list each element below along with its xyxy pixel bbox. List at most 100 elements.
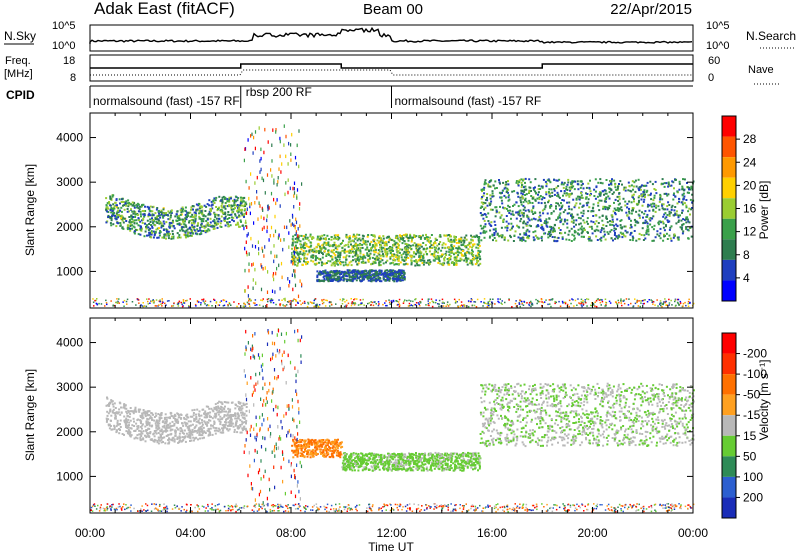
heatmap-cell (329, 244, 332, 247)
date-title: 22/Apr/2015 (610, 1, 692, 18)
freq-trace (90, 63, 693, 69)
heatmap-cell (279, 136, 281, 141)
heatmap-cell (347, 278, 350, 281)
heatmap-cell (514, 302, 517, 305)
heatmap-cell (608, 207, 611, 210)
heatmap-cell (568, 186, 571, 189)
heatmap-cell (581, 305, 583, 308)
heatmap-cell (98, 302, 100, 305)
heatmap-cell (358, 270, 361, 273)
heatmap-cell (621, 304, 623, 307)
heatmap-cell (576, 304, 578, 306)
heatmap-cell (482, 217, 485, 220)
heatmap-cell (652, 303, 654, 305)
heatmap-cell (568, 238, 571, 241)
heatmap-cell (304, 241, 307, 244)
heatmap-cell (353, 298, 355, 301)
heatmap-cell (553, 188, 556, 190)
heatmap-cell (216, 226, 219, 229)
heatmap-cell (452, 261, 455, 264)
heatmap-cell (398, 240, 401, 243)
heatmap-cell (526, 221, 529, 224)
heatmap-cell (181, 429, 184, 432)
heatmap-cell (142, 218, 145, 221)
heatmap-cell (539, 218, 542, 221)
heatmap-cell (177, 420, 180, 423)
heatmap-cell (611, 193, 614, 195)
heatmap-cell (181, 303, 183, 306)
heatmap-cell (407, 251, 410, 254)
heatmap-cell (673, 192, 675, 195)
heatmap-cell (537, 219, 540, 222)
heatmap-cell (655, 204, 658, 207)
heatmap-cell (460, 236, 463, 239)
heatmap-cell (594, 222, 597, 225)
heatmap-cell (348, 236, 351, 239)
heatmap-cell (489, 303, 491, 305)
heatmap-cell (112, 194, 115, 197)
heatmap-cell (484, 202, 487, 205)
heatmap-cell (271, 289, 274, 293)
heatmap-cell (266, 218, 268, 223)
heatmap-cell (600, 229, 603, 232)
heatmap-cell (360, 303, 363, 305)
heatmap-cell (266, 305, 268, 308)
heatmap-cell (421, 262, 424, 264)
heatmap-cell (557, 217, 559, 220)
heatmap-cell (549, 206, 552, 209)
heatmap-cell (254, 201, 256, 205)
heatmap-cell (511, 210, 514, 213)
heatmap-cell (502, 221, 505, 223)
heatmap-cell (450, 248, 453, 251)
heatmap-cell (448, 251, 451, 253)
heatmap-cell (110, 207, 113, 209)
heatmap-cell (267, 207, 269, 212)
heatmap-cell (106, 210, 109, 213)
heatmap-cell (359, 249, 362, 252)
heatmap-cell (632, 237, 635, 239)
heatmap-cell (113, 207, 116, 210)
heatmap-cell (427, 236, 429, 239)
heatmap-cell (494, 187, 496, 190)
heatmap-cell (370, 304, 372, 306)
heatmap-cell (540, 224, 543, 226)
heatmap-cell (198, 301, 200, 303)
heatmap-cell (339, 273, 341, 276)
heatmap-cell (685, 221, 688, 224)
heatmap-cell (385, 255, 388, 258)
heatmap-cell (530, 190, 532, 192)
heatmap-cell (349, 279, 352, 282)
heatmap-cell (550, 227, 553, 230)
heatmap-cell (624, 189, 627, 192)
heatmap-cell (224, 204, 227, 207)
heatmap-cell (508, 198, 511, 201)
heatmap-cell (347, 243, 350, 246)
heatmap-cell (651, 300, 654, 302)
heatmap-cell (599, 301, 602, 304)
heatmap-cell (134, 228, 137, 231)
heatmap-cell (370, 247, 372, 250)
heatmap-cell (641, 204, 644, 207)
heatmap-cell (239, 201, 242, 203)
heatmap-cell (659, 302, 661, 304)
heatmap-cell (107, 207, 110, 210)
heatmap-cell (420, 301, 422, 303)
heatmap-cell (680, 219, 683, 222)
heatmap-cell (122, 227, 125, 230)
heatmap-cell (559, 229, 562, 231)
heatmap-cell (506, 187, 509, 190)
heatmap-cell (180, 211, 183, 214)
heatmap-cell (342, 298, 344, 300)
heatmap-cell (158, 416, 161, 419)
heatmap-cell (575, 223, 577, 226)
heatmap-cell (162, 220, 165, 223)
heatmap-cell (646, 228, 649, 231)
heatmap-cell (532, 236, 535, 239)
heatmap-cell (152, 222, 154, 225)
heatmap-cell (413, 252, 416, 255)
heatmap-cell (634, 224, 637, 227)
heatmap-cell (663, 185, 666, 188)
heatmap-cell (464, 252, 466, 255)
heatmap-cell (392, 258, 395, 261)
heatmap-cell (349, 240, 352, 243)
